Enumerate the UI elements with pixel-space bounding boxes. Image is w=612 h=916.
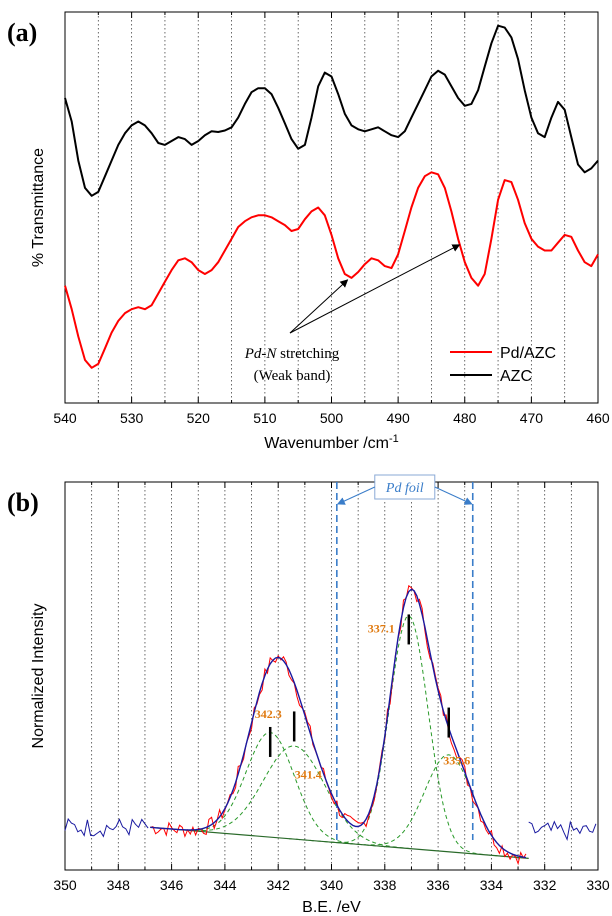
peak-label: 342.3 [255, 707, 282, 721]
x-tick-label: 346 [160, 877, 184, 893]
x-axis-label-sup: -1 [389, 433, 399, 445]
annotation-arrow [289, 279, 349, 334]
x-tick-label: 332 [533, 877, 557, 893]
legend-label: Pd/AZC [500, 345, 556, 362]
x-tick-label: 340 [320, 877, 344, 893]
annotation-line1: Pd-N stretching [244, 346, 340, 362]
x-tick-label: 336 [426, 877, 450, 893]
annotation-arrow [289, 244, 461, 334]
peak-label: 335.6 [443, 754, 470, 768]
x-tick-label: 338 [373, 877, 397, 893]
peak-label: 341.4 [295, 767, 322, 781]
panel-label-a: (a) [7, 18, 37, 47]
series-envelope-right [528, 820, 597, 842]
x-tick-label: 342 [267, 877, 291, 893]
component-peak [174, 745, 412, 850]
series-pdazc [64, 171, 599, 369]
component-peak [288, 615, 527, 859]
reference-arrow-left [336, 486, 375, 505]
x-tick-label: 480 [453, 410, 477, 426]
background-line [150, 826, 529, 859]
peak-label: 337.1 [368, 621, 395, 635]
x-tick-label: 344 [213, 877, 237, 893]
annotation-line2: (Weak band) [254, 368, 331, 384]
reference-arrow-right [434, 486, 473, 505]
x-tick-label: 334 [480, 877, 504, 893]
x-tick-label: 348 [107, 877, 131, 893]
x-tick-label: 530 [120, 410, 144, 426]
reference-label: Pd foil [385, 481, 424, 496]
annotation-italic: Pd-N [244, 346, 278, 362]
x-tick-label: 350 [53, 877, 77, 893]
y-axis-label: % Transmittance [30, 148, 47, 267]
panel-b: 350 348 346 344 342 340 338 336 334 332 330 B.E. /e… [7, 474, 610, 916]
x-tick-label: 470 [520, 410, 544, 426]
x-tick-label: 330 [586, 877, 610, 893]
x-tick-label: 500 [320, 410, 344, 426]
legend-label: AZC [500, 368, 532, 385]
y-axis-label: Normalized Intensity [30, 604, 47, 749]
x-tick-label: 540 [53, 410, 77, 426]
series-envelope-fit [150, 588, 527, 859]
x-tick-label: 490 [386, 410, 410, 426]
panel-label-b: (b) [7, 488, 39, 517]
x-tick-label: 520 [187, 410, 211, 426]
series-experimental [150, 584, 527, 866]
series-azc [64, 24, 599, 197]
plot-frame [64, 481, 599, 871]
x-axis-label: Wavenumber /cm-1 [264, 433, 399, 452]
x-axis-label: B.E. /eV [302, 899, 361, 916]
series-envelope-left [64, 817, 149, 838]
x-tick-label: 460 [586, 410, 610, 426]
panel-a: 540 530 520 510 500 490 480 470 460 Wavenumber /c… [7, 11, 610, 452]
x-tick-label: 510 [253, 410, 277, 426]
